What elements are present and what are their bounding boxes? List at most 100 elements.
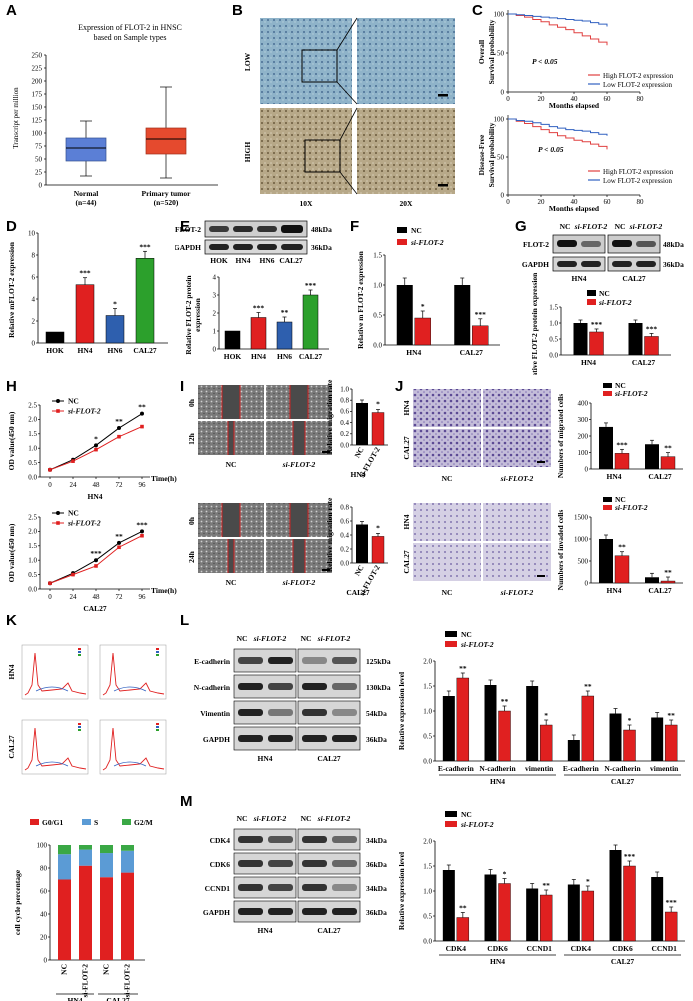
panel-label-f: F xyxy=(350,218,360,235)
panel-label-e: E xyxy=(180,218,191,235)
g-cat-1: CAL27 xyxy=(632,358,656,367)
m-cat-0: CDK4 xyxy=(446,944,467,953)
e-ylabel-2: expression xyxy=(193,297,202,331)
f-bar-si-1 xyxy=(472,325,489,346)
i1-ytick-2: 0.4 xyxy=(340,419,349,427)
cat-normal-n: (n=44) xyxy=(76,198,97,207)
panel-label-d: D xyxy=(6,218,17,235)
g-ytick-0: 0.0 xyxy=(549,351,558,359)
m-bar-si-4 xyxy=(623,865,636,942)
h1-xtick-4: 96 xyxy=(139,481,147,489)
panel-label-h: H xyxy=(6,378,17,395)
h2-ytick-1: 0.5 xyxy=(28,571,37,579)
c2-ticks-ytick-2: 100 xyxy=(494,115,505,123)
j1-legend-si: si-FLOT-2 xyxy=(614,389,648,398)
l-ytick-0: 0.0 xyxy=(423,757,432,765)
l-blot-1: N-cadherin xyxy=(194,683,231,692)
k-bar-g2m-0 xyxy=(58,845,71,855)
e-ylabel-1: Relative FLOT-2 protein xyxy=(184,275,193,355)
d-bar-hok xyxy=(45,331,65,344)
j1-legend-nc: NC xyxy=(615,381,626,390)
l-blot-3-1 xyxy=(297,726,361,751)
g-header-0: NC xyxy=(560,222,571,231)
m-bar-si-1 xyxy=(498,883,511,942)
m-kda-2: 34kDa xyxy=(366,884,387,893)
k-bar-label-3: si-FLOT-2 xyxy=(123,964,132,998)
h1-xtick-1: 24 xyxy=(70,481,78,489)
h2-pt-nc-4 xyxy=(140,529,144,534)
m-bar-si-2 xyxy=(539,894,553,942)
l-bar-nc-3 xyxy=(567,740,580,761)
k-bar-s-1 xyxy=(79,849,92,866)
i2-row-1: 24h xyxy=(187,550,196,563)
c2-ticks-xtick-4: 80 xyxy=(637,198,645,206)
c1-low-curve xyxy=(508,13,608,27)
h1-pt-si-0 xyxy=(48,468,52,472)
c1-ticks-ytick-2: 100 xyxy=(494,10,505,18)
panel-h-growth: OD value(450 nm) 0.0 0.5 1.0 1.5 2.0 2.5 0 24 48 7… xyxy=(7,397,177,614)
c2-xlabel: Months elapsed xyxy=(549,204,600,213)
a-ytick-2: 50 xyxy=(35,155,43,163)
l-header-2: NC xyxy=(301,634,312,643)
i2-ylabel: Relative migration rate xyxy=(325,497,334,572)
c2-ticks-ytick-1: 50 xyxy=(497,153,505,161)
m-blot-0-1 xyxy=(297,828,361,851)
c2-ylabel-b: Survival probability xyxy=(487,122,496,187)
m-header-2: NC xyxy=(301,814,312,823)
l-blot-3: GAPDH xyxy=(203,735,230,744)
m-bar-nc-3 xyxy=(567,884,580,941)
h1-pt-nc-4 xyxy=(140,411,144,416)
h2-pt-si-3 xyxy=(117,545,121,550)
h1-pt-si-2 xyxy=(94,447,98,452)
g-ytick-1: 0.5 xyxy=(549,335,558,343)
m-cat-4: CDK6 xyxy=(612,944,633,953)
l-ytick-2: 1.0 xyxy=(423,707,432,715)
h2-xtick-3: 72 xyxy=(116,593,124,601)
e-cat-3: CAL27 xyxy=(299,352,323,361)
c1-ticks-xtick-3: 60 xyxy=(604,95,612,103)
h2-pt-si-2 xyxy=(94,564,98,568)
g-cat-0: HN4 xyxy=(581,358,596,367)
m-blot-3-1 xyxy=(297,900,361,923)
i1-bar-si xyxy=(371,412,385,446)
m-header-0: NC xyxy=(237,814,248,823)
a-ytick-1: 25 xyxy=(35,168,43,176)
ihc-high-20x xyxy=(357,108,455,194)
m-blot-0-0 xyxy=(233,828,297,851)
k-bar-label-0: NC xyxy=(60,964,69,975)
m-kda-0: 34kDa xyxy=(366,836,387,845)
f-legend-nc: NC xyxy=(411,226,422,235)
cat-tumor-n: (n=520) xyxy=(154,198,179,207)
a-ytick-3: 75 xyxy=(35,142,43,150)
d-star-2: * xyxy=(113,300,117,309)
m-star-0: ** xyxy=(459,904,467,913)
k-bar-s-3 xyxy=(121,850,134,873)
j1-ytick-4: 400 xyxy=(578,399,589,407)
h2-ytick-3: 1.5 xyxy=(28,542,37,550)
e-ytick-3: 3 xyxy=(213,291,217,299)
j2-img-0-1 xyxy=(483,503,551,541)
k-bar-g0g1-3 xyxy=(121,872,134,960)
j2-col-1: si-FLOT-2 xyxy=(500,588,534,597)
j1-img-0-1 xyxy=(483,389,551,427)
i1-col-0: NC xyxy=(226,460,237,469)
h2-pt-nc-2 xyxy=(94,558,98,563)
panel-label-i: I xyxy=(180,378,185,395)
l-cell-1: CAL27 xyxy=(317,754,341,763)
j1-ytick-0: 0 xyxy=(585,465,589,473)
h2-xtick-2: 48 xyxy=(93,593,101,601)
j1-cat-0: HN4 xyxy=(607,472,622,481)
g-blot-gapdh: GAPDH xyxy=(522,260,549,269)
m-header-1: si-FLOT-2 xyxy=(253,814,287,823)
m-kda-3: 36kDa xyxy=(366,908,387,917)
e-cat-0: HOK xyxy=(224,352,242,361)
m-bar-nc-2 xyxy=(526,888,539,941)
l-bar-nc-1 xyxy=(484,685,497,761)
a-ytick-10: 250 xyxy=(32,51,43,59)
l-header-1: si-FLOT-2 xyxy=(253,634,287,643)
d-bar-hn6 xyxy=(105,315,125,344)
f-cat-0: HN4 xyxy=(406,348,421,357)
g-ytick-2: 1.0 xyxy=(549,319,558,327)
d-bar-hn4 xyxy=(75,284,95,344)
